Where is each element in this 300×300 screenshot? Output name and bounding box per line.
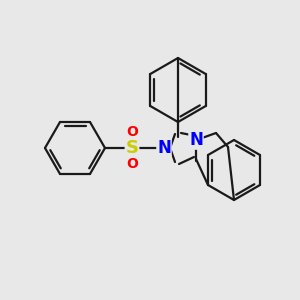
Text: S: S: [125, 139, 139, 157]
Text: O: O: [126, 125, 138, 139]
Text: N: N: [189, 131, 203, 149]
Text: O: O: [126, 157, 138, 171]
Text: N: N: [157, 139, 171, 157]
